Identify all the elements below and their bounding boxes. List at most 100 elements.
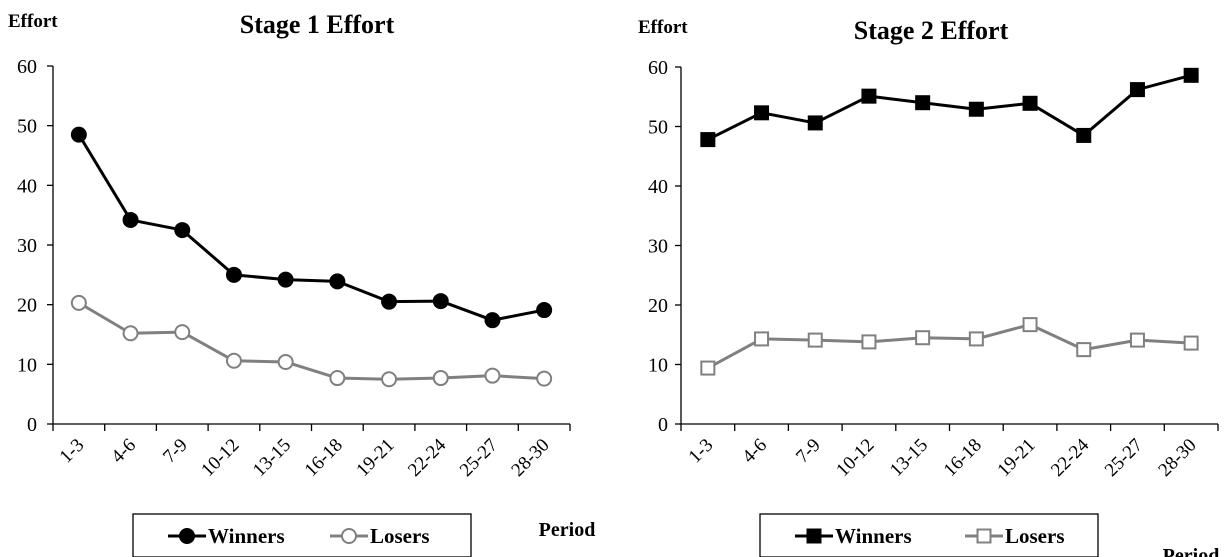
data-point — [754, 331, 770, 347]
x-tick-label: 1-3 — [685, 435, 718, 468]
x-tick-label: 4-6 — [107, 435, 140, 468]
series-losers — [70, 294, 553, 388]
y-tick-label: 30 — [17, 235, 37, 257]
y-tick-label: 10 — [17, 354, 37, 376]
legend-marker — [179, 528, 195, 544]
data-point — [381, 293, 398, 310]
data-point — [329, 273, 346, 290]
data-point — [915, 330, 931, 346]
data-point — [484, 367, 501, 384]
y-axis-label: Effort — [638, 17, 688, 38]
legend: Winners Losers — [132, 513, 472, 557]
data-point — [1129, 82, 1145, 98]
data-point — [1129, 332, 1145, 348]
x-tick-label: 16-18 — [301, 435, 347, 481]
data-point — [122, 325, 139, 342]
x-tick-label: 25-27 — [1101, 435, 1147, 481]
legend-marker — [341, 528, 357, 544]
y-tick-label: 20 — [17, 295, 37, 317]
x-axis-label: Period — [539, 519, 596, 541]
y-tick-label: 0 — [27, 414, 37, 436]
y-tick-label: 60 — [648, 57, 668, 79]
x-tick-label: 10-12 — [832, 435, 878, 481]
x-tick-label: 4-6 — [738, 435, 771, 468]
y-tick-label: 50 — [17, 116, 37, 138]
data-point — [432, 293, 449, 310]
y-tick-label: 10 — [648, 355, 668, 377]
chart-2: Stage 2 Effort Effort Period 0 10 20 30 40 50 60 1… — [638, 16, 1219, 557]
data-point — [1022, 95, 1038, 111]
series-losers — [700, 317, 1199, 376]
legend-marker — [806, 528, 822, 544]
data-point — [225, 352, 242, 369]
y-tick-label: 20 — [648, 295, 668, 317]
data-point — [700, 132, 716, 148]
chart-title: Stage 1 Effort — [240, 10, 395, 39]
x-tick-label: 13-15 — [886, 435, 932, 481]
legend-label: Losers — [370, 524, 430, 548]
data-point — [915, 95, 931, 111]
y-tick-label: 30 — [648, 236, 668, 258]
data-point — [484, 312, 501, 329]
data-point — [968, 101, 984, 117]
data-point — [700, 360, 716, 376]
legend-label: Losers — [1005, 524, 1065, 548]
data-point — [174, 324, 191, 341]
data-point — [225, 266, 242, 283]
data-point — [968, 331, 984, 347]
y-axis-label: Effort — [8, 11, 58, 32]
series-line — [707, 73, 1192, 141]
data-point — [1076, 342, 1092, 358]
x-tick-label: 10-12 — [197, 435, 243, 481]
data-point — [381, 371, 398, 388]
data-point — [70, 126, 87, 143]
data-point — [277, 271, 294, 288]
chart-1: Stage 1 Effort Effort Period 0 10 20 30 40 50 60 1… — [8, 10, 595, 557]
data-point — [536, 302, 553, 319]
data-point — [861, 334, 877, 350]
data-point — [754, 105, 770, 121]
y-tick-label: 60 — [17, 56, 37, 78]
data-point — [807, 332, 823, 348]
x-tick-label: 16-18 — [940, 435, 986, 481]
data-point — [861, 88, 877, 104]
x-tick-label: 28-30 — [1154, 435, 1200, 481]
series-winners — [70, 126, 553, 329]
x-tick-label: 22-24 — [1047, 434, 1094, 481]
data-point — [807, 115, 823, 131]
series-line — [707, 323, 1192, 370]
data-point — [432, 370, 449, 387]
x-tick-label: 28-30 — [507, 435, 553, 481]
legend-marker — [976, 528, 992, 544]
legend-label: Winners — [835, 524, 912, 548]
data-point — [329, 370, 346, 387]
legend: Winners Losers — [759, 513, 1099, 557]
data-point — [1183, 335, 1199, 351]
data-point — [122, 211, 139, 228]
data-point — [536, 370, 553, 387]
x-tick-label: 7-9 — [792, 435, 825, 468]
x-tick-label: 7-9 — [159, 435, 192, 468]
x-tick-label: 19-21 — [352, 435, 398, 481]
series-line — [77, 133, 545, 322]
data-point — [174, 222, 191, 239]
x-tick-label: 25-27 — [456, 435, 502, 481]
data-point — [1022, 317, 1038, 333]
series-winners — [700, 67, 1199, 148]
x-tick-label: 13-15 — [249, 435, 295, 481]
data-point — [277, 353, 294, 370]
y-tick-label: 50 — [648, 117, 668, 139]
x-tick-label: 22-24 — [404, 434, 451, 481]
x-axis-label: Period — [1163, 545, 1220, 557]
data-point — [1183, 67, 1199, 83]
x-tick-label: 19-21 — [993, 435, 1039, 481]
y-tick-label: 40 — [648, 176, 668, 198]
data-point — [1076, 127, 1092, 143]
series-line — [78, 301, 545, 381]
legend-label: Winners — [208, 524, 285, 548]
y-tick-label: 0 — [658, 414, 668, 436]
x-tick-label: 1-3 — [56, 435, 89, 468]
chart-title: Stage 2 Effort — [854, 16, 1009, 45]
data-point — [70, 294, 87, 311]
